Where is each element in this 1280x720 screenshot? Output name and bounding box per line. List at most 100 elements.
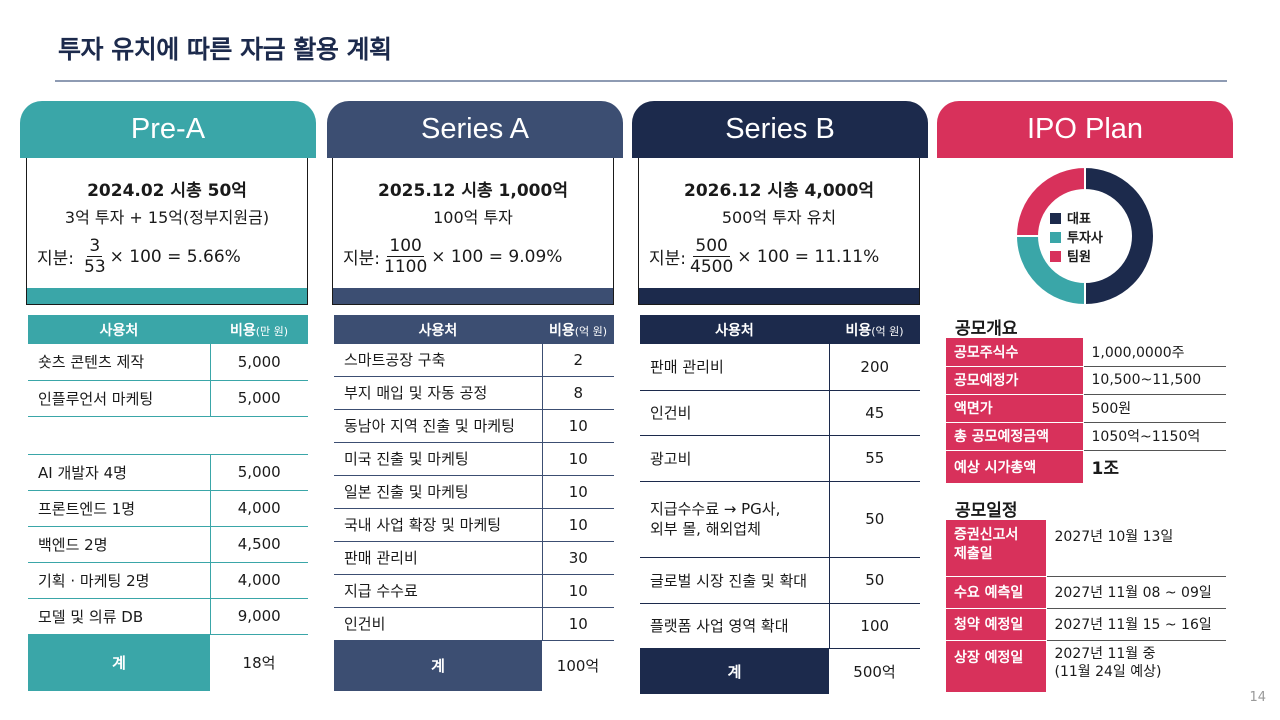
fraction-numerator: 3 [87,236,103,257]
table-row: 백엔드 2명 4,500 [28,526,308,562]
equity-label: 지분: [343,249,381,269]
table-row: 기획 · 마케팅 2명 4,000 [28,562,308,598]
row-value: 4,000 [237,571,281,589]
row-label: 스마트공장 구축 [334,344,543,376]
overview-value: 500원 [1083,394,1226,423]
equity-result: × 100 = 9.09% [431,246,563,267]
row-value: 9,000 [237,607,281,625]
row-value: 2 [573,350,584,369]
table-row: 인플루언서 마케팅 5,000 [28,380,308,416]
table-total-row: 계 100억 [334,640,614,691]
page-number: 14 [1249,690,1266,705]
legend-swatch [1050,251,1061,262]
series-b-usage-table: 사용처 비용(억 원) 판매 관리비 200 인건비 45 광고비 55 지급수… [640,315,920,694]
series-a-header: Series A [327,101,623,158]
overview-row: 예상 시가총액 1조 [946,450,1226,484]
table-row: 판매 관리비 30 [334,541,614,574]
total-value: 100억 [556,657,600,676]
table-header: 사용처 비용(만 원) [28,315,308,344]
row-label: 지급 수수료 [334,574,543,607]
series-a-valuation: 2025.12 시총 1,000억 [378,181,568,201]
table-row: 지급 수수료 10 [334,574,614,607]
schedule-key: 상장 예정일 [946,640,1047,692]
equity-label: 지분: [37,249,75,269]
donut-legend: 대표 투자사 팀원 [1050,210,1103,267]
table-header: 사용처 비용(억 원) [334,315,614,344]
fraction-denominator: 53 [84,257,106,277]
schedule-value: 2027년 11월 08 ~ 09일 [1046,576,1226,609]
total-label: 계 [28,634,210,691]
row-value: 4,500 [237,535,281,553]
fraction-numerator: 500 [693,236,730,257]
series-a-investment: 100억 투자 [433,208,513,227]
donut-slice-대표 [1084,166,1155,306]
overview-key: 액면가 [946,394,1084,423]
series-b-valuation: 2026.12 시총 4,000억 [684,181,874,201]
equity-result: × 100 = 11.11% [737,246,880,267]
legend-item: 팀원 [1050,248,1103,267]
table-row: 일본 진출 및 마케팅 10 [334,475,614,508]
equity-fraction: 3 53 [84,236,106,277]
offering-overview-title: 공모개요 [955,319,1018,339]
series-a-equity-formula: 지분: 100 1100 × 100 = 9.09% [343,236,562,277]
row-label: 부지 매입 및 자동 공정 [334,376,543,409]
schedule-value: 2027년 11월 중 (11월 24일 예상) [1046,640,1226,692]
schedule-row: 수요 예측일 2027년 11월 08 ~ 09일 [946,576,1226,609]
overview-row: 총 공모예정금액 1050억~1150억 [946,422,1226,451]
pre-a-equity-formula: 지분: 3 53 × 100 = 5.66% [37,236,241,277]
column-header: 비용(억 원) [548,322,608,339]
table-row: 광고비 55 [640,435,920,481]
series-b-summary: 2026.12 시총 4,000억 500억 투자 유치 지분: 500 450… [638,158,920,305]
pre-a-usage-table: 사용처 비용(만 원) 숏츠 콘텐츠 제작 5,000 인플루언서 마케팅 5,… [28,315,308,691]
total-label: 계 [640,648,829,694]
row-value: 4,000 [237,499,281,517]
row-value: 100 [860,616,890,635]
table-row: 글로벌 시장 진출 및 확대 50 [640,557,920,603]
row-value: 5,000 [237,389,281,407]
equity-fraction: 100 1100 [384,236,427,277]
row-label: 백엔드 2명 [28,526,211,562]
table-row: 부지 매입 및 자동 공정 8 [334,376,614,409]
table-row: 판매 관리비 200 [640,344,920,390]
schedule-row: 증권신고서 제출일 2027년 10월 13일 [946,520,1226,577]
row-value: 5,000 [237,352,281,371]
schedule-key: 수요 예측일 [946,576,1047,609]
page-title: 투자 유치에 따른 자금 활용 계획 [58,35,392,64]
overview-value: 10,500~11,500 [1083,366,1226,395]
row-label: 프론트엔드 1명 [28,490,211,526]
equity-label: 지분: [649,249,687,269]
table-row: 숏츠 콘텐츠 제작 5,000 [28,344,308,380]
row-label: 기획 · 마케팅 2명 [28,562,211,598]
row-label: 미국 진출 및 마케팅 [334,442,543,475]
equity-fraction: 500 4500 [690,236,733,277]
row-value: 55 [865,449,885,467]
row-value: 10 [568,449,588,468]
table-row: 인건비 10 [334,607,614,640]
row-label: 판매 관리비 [640,344,830,390]
row-label: 광고비 [640,435,830,481]
row-value: 10 [568,482,588,501]
table-row: 프론트엔드 1명 4,000 [28,490,308,526]
row-label: 일본 진출 및 마케팅 [334,475,543,508]
overview-key: 총 공모예정금액 [946,422,1084,451]
offering-overview-table: 공모주식수 1,000,0000주 공모예정가 10,500~11,500 액면… [946,338,1226,484]
schedule-key: 증권신고서 제출일 [946,520,1047,577]
legend-swatch [1050,213,1061,224]
schedule-value: 2027년 11월 15 ~ 16일 [1046,608,1226,641]
total-value: 18억 [242,654,276,673]
table-row: 모델 및 의류 DB 9,000 [28,598,308,634]
table-row: 지급수수료 → PG사, 외부 몰, 해외업체 50 [640,481,920,557]
row-value: 50 [865,571,885,589]
row-label: 인건비 [640,390,830,435]
row-label: 국내 사업 확장 및 마케팅 [334,508,543,541]
table-row: 인건비 45 [640,390,920,435]
pre-a-band [27,288,307,304]
shareholder-donut-chart [1015,166,1155,306]
row-label: 인건비 [334,607,543,640]
row-label: 지급수수료 → PG사, 외부 몰, 해외업체 [640,481,830,557]
table-total-row: 계 500억 [640,648,920,694]
row-label: 플랫폼 사업 영역 확대 [640,603,830,648]
schedule-value: 2027년 10월 13일 [1046,520,1226,577]
overview-value: 1조 [1083,450,1226,483]
series-b-investment: 500억 투자 유치 [721,208,837,227]
